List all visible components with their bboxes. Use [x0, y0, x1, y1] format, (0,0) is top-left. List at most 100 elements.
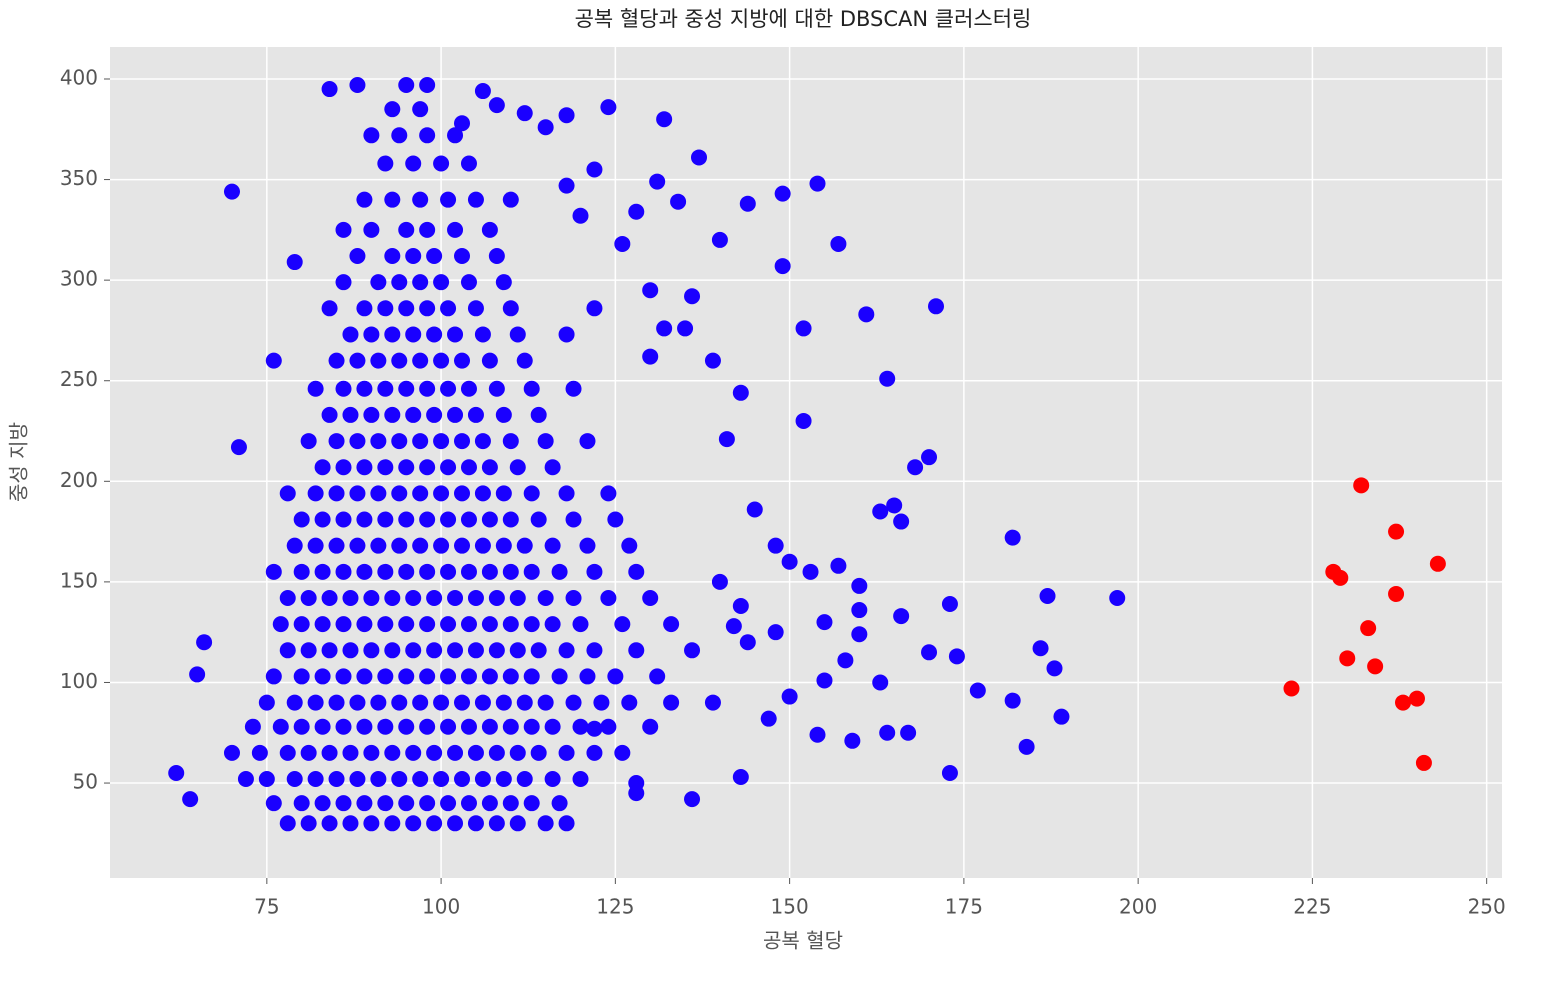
point — [398, 563, 415, 580]
point — [607, 668, 624, 685]
point — [481, 459, 498, 476]
point — [523, 485, 540, 502]
x-tick-label: 75 — [254, 895, 279, 919]
point — [816, 672, 833, 689]
point — [419, 380, 436, 397]
point — [454, 537, 471, 554]
point — [321, 642, 338, 659]
point — [900, 724, 917, 741]
point — [405, 248, 422, 265]
point — [586, 161, 603, 178]
point — [502, 511, 519, 528]
point — [467, 744, 484, 761]
point — [300, 744, 317, 761]
point — [363, 221, 380, 238]
point — [488, 97, 505, 114]
point — [377, 380, 394, 397]
point — [1408, 690, 1425, 707]
point — [642, 718, 659, 735]
point — [732, 769, 749, 786]
point — [481, 221, 498, 238]
x-tick-label: 150 — [771, 895, 809, 919]
point — [307, 485, 324, 502]
point — [830, 235, 847, 252]
point — [433, 485, 450, 502]
point — [509, 744, 526, 761]
point — [356, 563, 373, 580]
point — [565, 694, 582, 711]
point — [795, 320, 812, 337]
point — [440, 511, 457, 528]
point — [774, 185, 791, 202]
point — [405, 406, 422, 423]
point — [684, 642, 701, 659]
point — [321, 744, 338, 761]
point — [440, 795, 457, 812]
chart-title: 공복 혈당과 중성 지방에 대한 DBSCAN 클러스터링 — [575, 7, 1032, 31]
point — [558, 744, 575, 761]
point — [363, 815, 380, 832]
point — [335, 380, 352, 397]
point — [405, 589, 422, 606]
point — [377, 795, 394, 812]
point — [391, 352, 408, 369]
point — [488, 248, 505, 265]
y-tick-label: 400 — [60, 65, 98, 89]
point — [377, 155, 394, 172]
point — [398, 459, 415, 476]
point — [516, 771, 533, 788]
point — [509, 815, 526, 832]
point — [419, 77, 436, 94]
point — [293, 511, 310, 528]
point — [384, 815, 401, 832]
point — [307, 537, 324, 554]
point — [523, 795, 540, 812]
point — [600, 99, 617, 116]
point — [454, 771, 471, 788]
point — [391, 771, 408, 788]
point — [711, 231, 728, 248]
point — [530, 406, 547, 423]
point — [1053, 708, 1070, 725]
point — [279, 485, 296, 502]
point — [481, 718, 498, 735]
point — [1415, 754, 1432, 771]
point — [886, 497, 903, 514]
point — [941, 596, 958, 613]
point — [391, 537, 408, 554]
point — [481, 668, 498, 685]
point — [558, 177, 575, 194]
point — [502, 433, 519, 450]
point — [384, 101, 401, 118]
point — [349, 77, 366, 94]
point — [1109, 589, 1126, 606]
point — [377, 459, 394, 476]
point — [537, 694, 554, 711]
point — [941, 764, 958, 781]
point — [433, 537, 450, 554]
point — [454, 352, 471, 369]
point — [314, 616, 331, 633]
point — [488, 744, 505, 761]
point — [802, 563, 819, 580]
point — [1367, 658, 1384, 675]
point — [488, 642, 505, 659]
point — [495, 406, 512, 423]
point — [447, 406, 464, 423]
point — [509, 459, 526, 476]
point — [600, 485, 617, 502]
point — [767, 537, 784, 554]
point — [377, 511, 394, 528]
point — [398, 616, 415, 633]
point — [502, 563, 519, 580]
point — [454, 115, 471, 132]
point — [314, 795, 331, 812]
point — [495, 694, 512, 711]
point — [642, 589, 659, 606]
point — [335, 221, 352, 238]
point — [314, 718, 331, 735]
x-tick-label: 200 — [1119, 895, 1157, 919]
point — [363, 127, 380, 144]
y-tick-label: 250 — [60, 367, 98, 391]
point — [196, 634, 213, 651]
